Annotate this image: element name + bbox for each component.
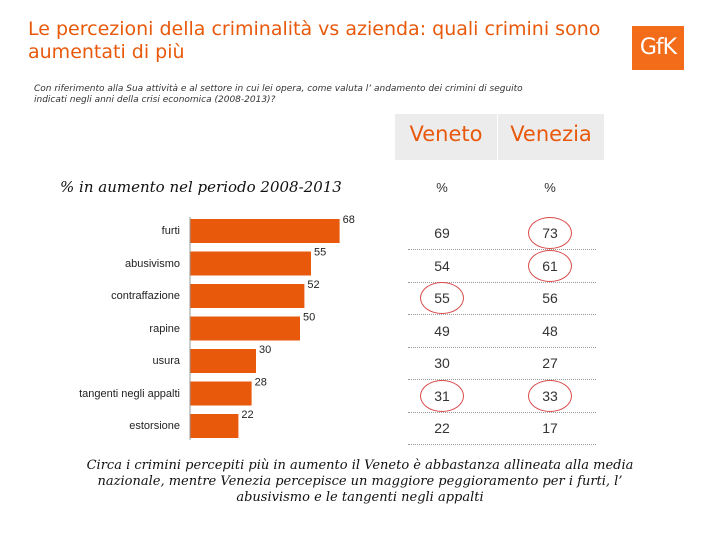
gfk-logo: GfK [632, 26, 684, 70]
value-veneto: 69 [434, 225, 450, 241]
row-divider [408, 314, 596, 315]
category-label: abusivismo [124, 257, 180, 270]
bar-value-label: 50 [303, 312, 315, 324]
value-venezia: 56 [542, 290, 558, 306]
highlight-circle [420, 379, 464, 412]
bar-2 [190, 284, 305, 308]
value-veneto: 54 [434, 257, 450, 274]
bar-value-label: 30 [259, 344, 271, 356]
category-label: contraffazione [111, 290, 180, 302]
bar-value-label: 28 [255, 377, 267, 389]
survey-question: Con riferimento alla Sua attività e al s… [34, 84, 523, 105]
highlight-circle [528, 249, 572, 282]
row-divider [408, 346, 596, 348]
value-venezia: 17 [542, 420, 558, 436]
value-veneto: 30 [434, 355, 450, 371]
bar-4 [190, 349, 256, 373]
bar-value-label: 55 [314, 247, 326, 259]
category-label: furti [161, 225, 180, 237]
bar-1 [190, 251, 311, 276]
value-veneto: 22 [434, 420, 450, 436]
value-venezia: 27 [542, 355, 558, 371]
chart-title: % in aumento nel periodo 2008-2013 [60, 178, 342, 196]
column-header-veneto: Veneto [395, 114, 497, 160]
value-venezia: 48 [542, 322, 558, 339]
row-divider [408, 411, 596, 413]
column-header-venezia: Venezia [498, 114, 604, 160]
category-label: rapine [149, 322, 180, 335]
row-divider [408, 281, 596, 283]
bar-5 [190, 381, 252, 406]
bar-value-label: 52 [307, 279, 319, 291]
highlight-circle [528, 217, 572, 249]
highlight-circle [528, 379, 572, 412]
category-label: estorsione [129, 420, 180, 432]
category-label: usura [152, 355, 180, 367]
bar-3 [190, 316, 300, 341]
row-divider [408, 379, 596, 380]
unit-venezia: % [544, 180, 556, 195]
row-divider [408, 249, 596, 250]
row-divider [408, 444, 596, 445]
bar-0 [190, 219, 340, 243]
bar-value-label: 68 [343, 214, 355, 226]
bar-6 [190, 414, 239, 438]
highlight-circle [420, 282, 464, 314]
category-label: tangenti negli appalti [79, 387, 180, 400]
bar-value-label: 22 [241, 409, 253, 421]
slide-title: Le percezioni della criminalità vs azien… [28, 18, 601, 63]
conclusion-note: Circa i crimini percepiti più in aumento… [86, 458, 634, 505]
unit-veneto: % [436, 180, 448, 195]
value-veneto: 49 [434, 322, 450, 339]
